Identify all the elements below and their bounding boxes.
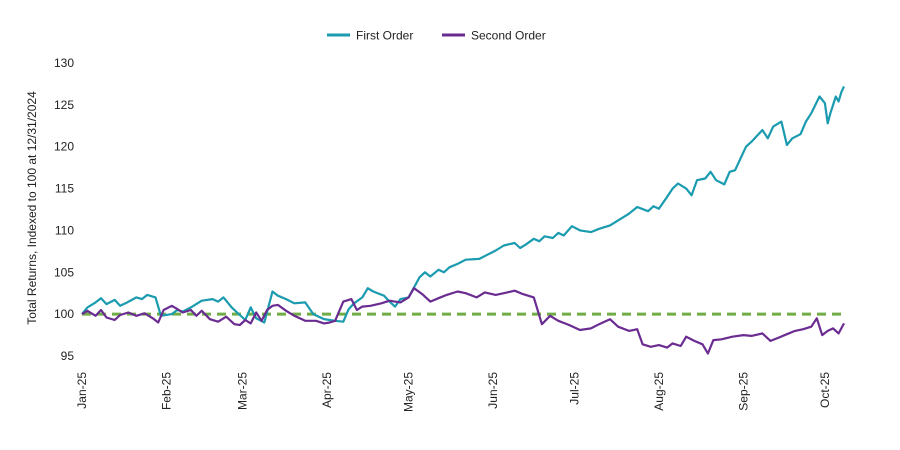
legend-label-second-order: Second Order: [471, 29, 546, 43]
y-tick-label: 125: [54, 98, 74, 112]
x-tick-label: Sep-25: [736, 372, 750, 411]
series-layer: [81, 85, 846, 355]
y-tick-label: 120: [54, 140, 74, 154]
series-line-first-order: [81, 85, 846, 324]
x-tick-label: Jul-25: [568, 372, 582, 405]
x-tick-label: Oct-25: [818, 372, 832, 408]
legend-label-first-order: First Order: [356, 29, 413, 43]
y-tick-label: 130: [54, 56, 74, 70]
series-line-second-order: [81, 287, 845, 355]
y-tick-label: 110: [55, 223, 74, 237]
y-tick-label: 115: [55, 182, 74, 196]
y-tick-label: 95: [61, 349, 75, 363]
y-tick-label: 105: [54, 265, 74, 279]
x-tick-label: May-25: [402, 372, 416, 412]
y-axis-title: Total Returns, Indexed to 100 at 12/31/2…: [25, 91, 39, 325]
legend: First Order Second Order: [327, 29, 546, 43]
x-tick-label: Feb-25: [159, 372, 173, 410]
x-axis-ticks: Jan-25 Feb-25 Mar-25 Apr-25 May-25 Jun-25 Jul-…: [75, 372, 832, 412]
x-tick-label: Apr-25: [320, 372, 334, 408]
y-axis-ticks: 95 100 105 110 115 120 125 130: [54, 56, 74, 363]
x-tick-label: Mar-25: [236, 372, 250, 410]
x-tick-label: Jun-25: [486, 372, 500, 409]
x-tick-label: Jan-25: [75, 372, 89, 409]
y-tick-label: 100: [54, 307, 74, 321]
x-tick-label: Aug-25: [652, 372, 666, 411]
